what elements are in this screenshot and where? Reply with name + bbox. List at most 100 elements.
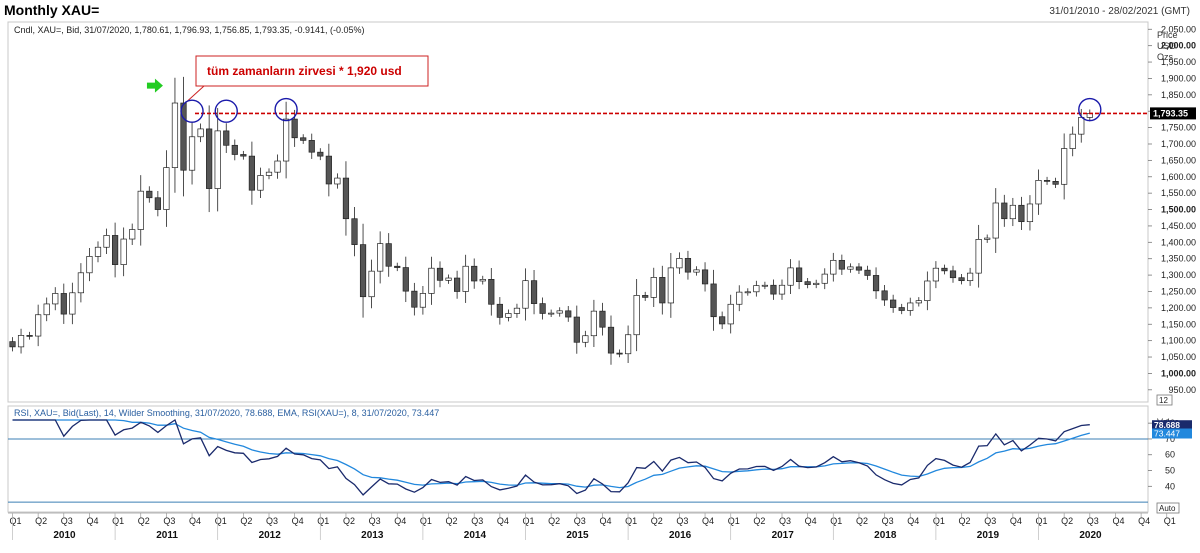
price-tick-label: 1,450.00 xyxy=(1161,221,1196,231)
candle-body xyxy=(659,277,666,304)
year-label: 2014 xyxy=(464,530,487,541)
price-tick-label: 1,550.00 xyxy=(1161,188,1196,198)
year-label: 2016 xyxy=(669,530,692,541)
highlight-circle xyxy=(1078,97,1102,122)
quarter-label: Q4 xyxy=(394,516,406,526)
candle-body xyxy=(26,335,33,337)
candle-body xyxy=(984,237,991,240)
candle-body xyxy=(223,130,230,146)
candle-body xyxy=(573,316,580,343)
auto-label: Auto xyxy=(1159,504,1176,513)
price-tick-label: 950.00 xyxy=(1168,385,1196,395)
ema-value-badge xyxy=(1152,428,1192,439)
price-tick-label: 1,600.00 xyxy=(1161,172,1196,182)
rsi-legend: RSI, XAU=, Bid(Last), 14, Wilder Smoothi… xyxy=(14,408,439,418)
quarter-label: Q1 xyxy=(215,516,227,526)
candle-body xyxy=(924,280,931,302)
axis-title-price: Price xyxy=(1157,30,1178,40)
rsi-tick-label: 40 xyxy=(1165,481,1175,491)
candle-body xyxy=(428,267,435,294)
candle-body xyxy=(180,102,187,171)
candle-body xyxy=(958,277,965,282)
candle-body xyxy=(231,144,238,155)
quarter-label: Q4 xyxy=(805,516,817,526)
candle-body xyxy=(744,291,751,294)
quarter-label: Q2 xyxy=(651,516,663,526)
candle-body xyxy=(291,118,298,139)
candle-body xyxy=(855,266,863,271)
candle-body xyxy=(1061,148,1068,185)
annotation-box xyxy=(195,55,429,87)
candle-body xyxy=(317,151,324,157)
candle-body xyxy=(1001,202,1008,220)
candle-body xyxy=(60,293,67,315)
year-label: 2017 xyxy=(772,530,795,541)
candle-body xyxy=(599,310,606,328)
quarter-label: Q2 xyxy=(753,516,765,526)
price-tick-label: 1,100.00 xyxy=(1161,336,1196,346)
rsi-tick-label: 70 xyxy=(1165,434,1175,444)
candle-body xyxy=(9,341,16,348)
candle-body xyxy=(701,269,709,285)
quarter-label: Q1 xyxy=(1035,516,1047,526)
auto-box[interactable] xyxy=(1156,502,1180,514)
quarter-label: Q1 xyxy=(522,516,534,526)
green-arrow-icon xyxy=(146,78,163,93)
candle-body xyxy=(761,284,769,287)
quarter-label: Q1 xyxy=(112,516,124,526)
candle-body xyxy=(351,218,358,245)
quarter-label: Q1 xyxy=(625,516,637,526)
candle-body xyxy=(265,171,273,176)
price-pane xyxy=(7,21,1149,403)
candle-body xyxy=(188,136,196,171)
scale-box[interactable] xyxy=(1156,394,1173,406)
quarter-label: Q2 xyxy=(446,516,458,526)
candle-body xyxy=(539,303,546,314)
year-label: 2019 xyxy=(977,530,1000,541)
candle-body xyxy=(881,290,888,301)
candle-body xyxy=(522,280,529,309)
candle-body xyxy=(548,312,555,315)
candle-body xyxy=(907,302,914,311)
price-tick-label: 2,050.00 xyxy=(1161,24,1196,34)
annotation-text: tüm zamanların zirvesi * 1,920 usd xyxy=(207,64,402,78)
price-tick-label: 2,000.00 xyxy=(1161,41,1196,51)
candle-body xyxy=(445,277,452,281)
candle-body xyxy=(471,265,478,282)
candle-body xyxy=(941,267,948,272)
candle-body xyxy=(171,102,179,168)
candle-body xyxy=(214,130,221,189)
rsi-tick-label: 50 xyxy=(1165,466,1175,476)
candle-body xyxy=(992,202,999,239)
candle-body xyxy=(111,235,119,265)
candle-body xyxy=(394,265,401,268)
candle-body xyxy=(154,197,161,210)
candle-body xyxy=(727,303,734,325)
quarter-label: Q3 xyxy=(984,516,996,526)
quarter-label: Q3 xyxy=(369,516,381,526)
candle-body xyxy=(129,229,136,240)
candle-body xyxy=(308,140,315,153)
quarter-label: Q4 xyxy=(86,516,98,526)
quarter-label: Q2 xyxy=(240,516,252,526)
candle-body xyxy=(838,259,845,270)
candle-body xyxy=(206,128,213,189)
candle-body xyxy=(932,267,940,282)
candle-body xyxy=(1018,204,1025,223)
candle-body xyxy=(283,118,290,162)
candle-body xyxy=(359,244,367,298)
price-tick-label: 1,850.00 xyxy=(1161,90,1196,100)
quarter-label: Q1 xyxy=(1164,516,1176,526)
candle-body xyxy=(624,334,632,355)
candle-body xyxy=(1026,203,1034,223)
rsi-value-label: 78.688 xyxy=(1154,420,1180,430)
overlay-layer: 1,793.35 xyxy=(146,78,1196,123)
candle-body xyxy=(163,167,170,210)
candle-body xyxy=(898,307,905,311)
candle-body xyxy=(342,177,350,220)
rsi-line xyxy=(12,419,1090,496)
candle-body xyxy=(1009,204,1016,220)
last-price-label: 1,793.35 xyxy=(1153,108,1188,118)
candle-body xyxy=(607,326,615,354)
candle-body xyxy=(864,269,871,276)
